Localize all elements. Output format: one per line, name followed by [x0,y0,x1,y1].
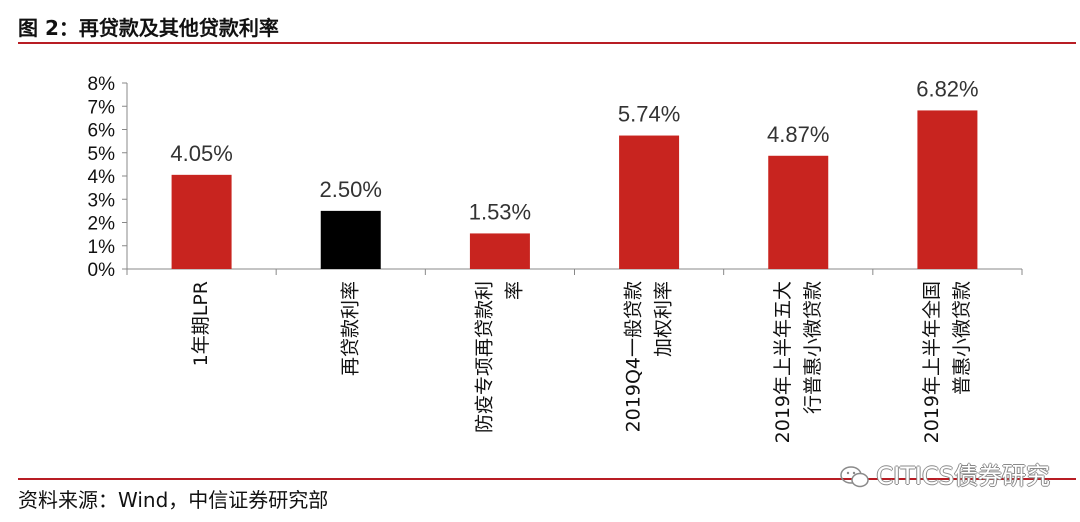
category-label: 率 [503,281,525,300]
data-label: 4.05% [170,141,232,166]
watermark-text: CITICS债券研究 [876,462,1050,490]
data-label: 2.50% [320,177,382,202]
y-tick-label: 1% [88,237,116,258]
y-tick-label: 3% [88,190,116,211]
bar [917,110,978,269]
category-label: 普惠小微贷款 [951,281,973,395]
y-tick-label: 0% [88,260,116,281]
category-label: 防疫专项再贷款利 [473,281,495,433]
bar [619,135,680,269]
bar [171,174,232,269]
category-label: 2019年上半年五大 [772,281,794,443]
y-tick-label: 2% [88,214,116,235]
y-tick-label: 4% [88,167,116,188]
source-note: 资料来源：Wind，中信证券研究部 [18,488,329,512]
category-label: 1年期LPR [190,281,212,366]
y-tick-label: 7% [88,97,116,118]
category-label: 行普惠小微贷款 [802,281,824,414]
category-label: 2019Q4一般贷款 [623,281,645,432]
data-label: 5.74% [618,102,680,127]
bar-chart: 0%1%2% 3%4%5%6% 7%8% 4.05% 1年期LPR 2.50% 再贷款利率 1… [88,74,1023,443]
title-rule [18,42,1076,44]
data-label: 1.53% [469,199,531,224]
bar [768,155,829,269]
watermark: CITICS债券研究 [840,456,1050,491]
figure-title: 图 2：再贷款及其他贷款利率 [18,16,279,40]
wechat-icon [840,466,870,488]
y-tick-label: 5% [88,144,116,165]
bar [469,233,530,269]
y-tick-label: 6% [88,121,116,142]
bar [320,210,381,269]
source-rule [18,478,1076,480]
category-label: 2019年上半年全国 [921,281,943,443]
data-label: 4.87% [767,122,829,147]
y-tick-label: 8% [88,74,116,95]
category-label: 再贷款利率 [339,281,361,376]
category-label: 加权利率 [653,281,675,357]
data-label: 6.82% [916,76,978,101]
